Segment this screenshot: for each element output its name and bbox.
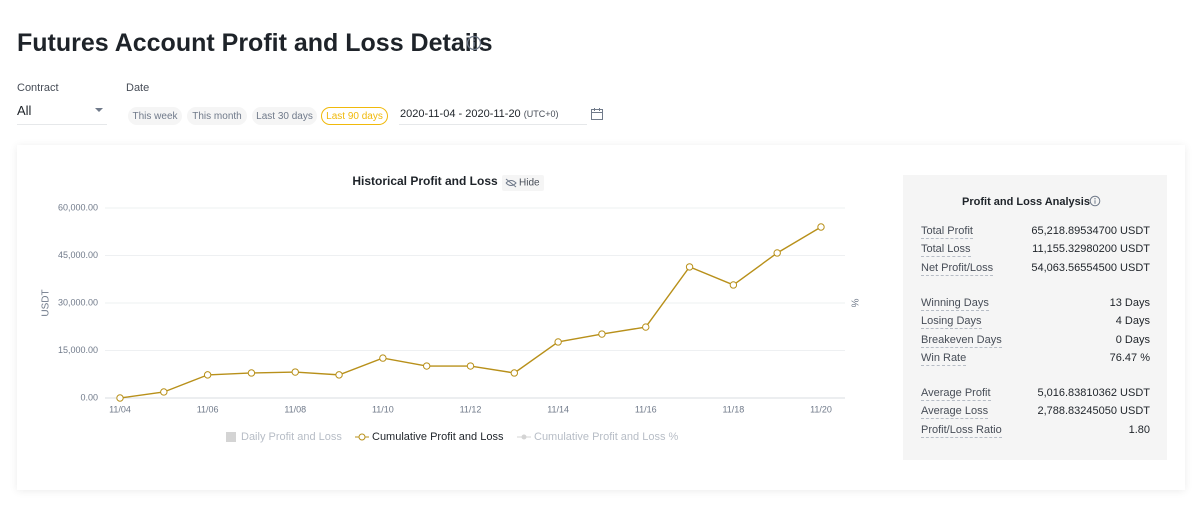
x-tick-label: 11/20 [810,404,832,414]
x-tick-label: 11/14 [547,404,569,414]
contract-select[interactable]: All [17,103,107,125]
metric-value: 65,218.89534700 USDT [1031,225,1150,237]
metric-label: Total Loss [921,243,971,258]
x-tick-label: 11/04 [109,404,131,414]
point [335,371,343,379]
point [291,368,299,376]
date-button[interactable]: Last 30 days [252,107,317,125]
point [729,281,738,289]
metric-label: Losing Days [921,315,982,330]
timezone: (UTC+0) [523,109,559,119]
date-button[interactable]: This month [187,107,247,125]
y-tick-label: 30,000.00 [58,297,98,307]
metric-label: Breakeven Days [921,333,1002,348]
legend-label: Daily Profit and Loss [241,431,342,443]
point [510,369,519,377]
info-icon[interactable] [466,35,482,51]
point [685,263,694,271]
metric-value: 54,063.56554500 USDT [1031,261,1150,274]
date-button[interactable]: Last 90 days [321,107,388,125]
hide-icon [505,178,517,188]
x-tick-label: 11/06 [197,404,219,414]
analysis-panel [903,175,1167,460]
metric-label: Average Loss [921,405,989,420]
legend-swatch [226,432,236,442]
metric-value: 1.80 [1128,423,1150,436]
y-tick-label: 45,000.00 [58,250,98,260]
point [203,371,212,379]
x-tick-label: 11/08 [284,404,306,414]
x-tick-label: 11/18 [722,404,744,414]
x-tick-label: 11/10 [372,404,394,414]
metric-value: 5,016.83810362 USDT [1037,387,1150,399]
legend-label: Cumulative Profit and Loss [372,431,504,443]
analysis-title: Profit and Loss Analysis [962,196,1090,208]
x-tick-label: 11/12 [460,404,482,414]
hide-button[interactable] [502,175,544,191]
calendar-icon[interactable] [590,107,604,121]
y-tick-label: 60,000.00 [58,202,98,212]
point [422,362,431,370]
metric-value: 76.47 % [1109,351,1150,364]
metric-label: Win Rate [921,351,967,366]
point [247,369,256,377]
date-range[interactable]: 2020-11-04 - 2020-11-20 (UTC+0) [400,108,559,120]
point [466,362,475,370]
point [642,323,650,331]
analysis-info-icon[interactable] [1089,195,1101,207]
date-range-text: 2020-11-04 - 2020-11-20 [400,108,521,120]
y-axis-label: USDT [41,289,52,316]
legend-marker [358,433,366,441]
contract-label: Contract [17,82,59,94]
metric-value: 2,788.83245050 USDT [1037,405,1150,418]
date-label: Date [126,82,150,94]
point [116,394,124,402]
line [119,226,822,399]
point [554,338,562,346]
y2-axis-label: % [848,299,859,308]
point [773,249,781,257]
metric-label: Net Profit/Loss [921,261,994,276]
legend-marker [521,434,527,440]
date-button[interactable]: This week [128,107,182,125]
point [379,354,387,362]
legend-label: Cumulative Profit and Loss % [534,431,679,443]
metric-value: 11,155.32980200 USDT [1032,243,1150,256]
x-tick-label: 11/16 [635,404,657,414]
page-title: Futures Account Profit and Loss Details [17,29,493,57]
metric-value: 0 Days [1115,333,1150,346]
y-tick-label: 0.00 [80,392,98,402]
point [598,330,606,338]
hide-label: Hide [519,178,540,189]
metric-label: Total Profit [921,225,973,239]
chart-title: Historical Profit and Loss [352,174,498,188]
y-tick-label: 15,000.00 [58,345,98,355]
date-underline [399,124,587,125]
point [817,223,825,231]
metric-label: Winning Days [921,297,989,311]
metric-value: 13 Days [1109,297,1150,309]
dropdown-arrow [95,108,103,112]
metric-label: Profit/Loss Ratio [921,423,1002,438]
point [160,388,168,396]
contract-value: All [17,103,32,118]
metric-value: 4 Days [1115,315,1150,328]
metric-label: Average Profit [921,387,991,401]
